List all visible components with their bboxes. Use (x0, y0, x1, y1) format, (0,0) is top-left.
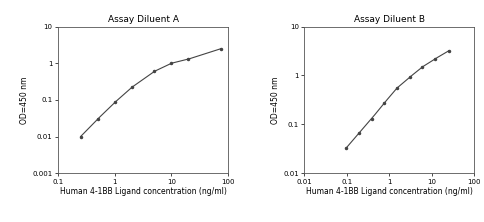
X-axis label: Human 4-1BB Ligand concentration (ng/ml): Human 4-1BB Ligand concentration (ng/ml) (60, 188, 227, 196)
X-axis label: Human 4-1BB Ligand concentration (ng/ml): Human 4-1BB Ligand concentration (ng/ml) (306, 188, 473, 196)
Title: Assay Diluent B: Assay Diluent B (354, 16, 425, 24)
Title: Assay Diluent A: Assay Diluent A (107, 16, 179, 24)
Y-axis label: OD=450 nm: OD=450 nm (272, 76, 280, 124)
Y-axis label: OD=450 nm: OD=450 nm (20, 76, 30, 124)
